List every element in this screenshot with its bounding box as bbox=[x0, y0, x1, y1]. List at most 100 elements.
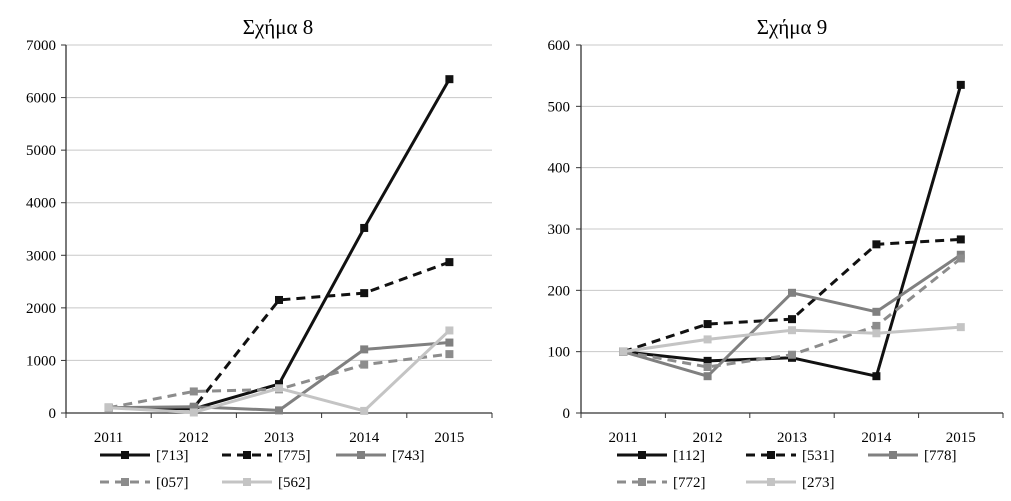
y-tick-label: 0 bbox=[49, 406, 57, 422]
series-line bbox=[108, 260, 450, 410]
legend-item: [743] bbox=[336, 448, 425, 464]
x-tick-label: 2015 bbox=[434, 430, 464, 446]
legend-item: [057] bbox=[100, 475, 189, 491]
data-point bbox=[788, 288, 796, 297]
data-point bbox=[956, 254, 965, 263]
legend-label: [531] bbox=[802, 448, 835, 464]
y-tick-label: 600 bbox=[548, 38, 571, 54]
data-point bbox=[104, 403, 113, 412]
legend-label: [562] bbox=[278, 475, 311, 491]
legend-item: [775] bbox=[222, 448, 311, 464]
y-tick-label: 100 bbox=[548, 345, 571, 361]
data-point bbox=[360, 289, 369, 298]
series-line bbox=[108, 78, 451, 411]
data-point bbox=[619, 347, 628, 356]
legend-label: [713] bbox=[156, 448, 189, 464]
y-tick-label: 2000 bbox=[26, 301, 56, 317]
x-tick-label: 2012 bbox=[693, 430, 723, 446]
legend-item: [713] bbox=[100, 448, 189, 464]
x-tick-label: 2013 bbox=[777, 430, 807, 446]
legend-item: [778] bbox=[868, 448, 957, 464]
data-point bbox=[275, 406, 283, 415]
data-point bbox=[189, 402, 198, 411]
data-point bbox=[703, 335, 712, 344]
data-point bbox=[275, 384, 283, 393]
y-tick-label: 300 bbox=[548, 222, 571, 238]
legend-marker bbox=[121, 451, 129, 459]
chart-title: Σχήμα 9 bbox=[757, 15, 828, 39]
data-point bbox=[956, 235, 965, 244]
x-tick-label: 2014 bbox=[861, 430, 892, 446]
chart-title: Σχήμα 8 bbox=[243, 15, 314, 39]
data-point bbox=[189, 387, 198, 396]
y-tick-label: 4000 bbox=[26, 196, 56, 212]
y-tick-label: 5000 bbox=[26, 143, 56, 159]
legend-marker bbox=[767, 478, 775, 486]
legend-marker bbox=[243, 451, 251, 459]
legend-label: [057] bbox=[156, 475, 189, 491]
x-tick-label: 2012 bbox=[179, 430, 209, 446]
legend-marker bbox=[767, 451, 775, 459]
data-point bbox=[445, 350, 454, 359]
x-tick-label: 2011 bbox=[608, 430, 637, 446]
data-point bbox=[703, 356, 712, 365]
legend-marker bbox=[889, 451, 897, 459]
y-tick-label: 0 bbox=[563, 406, 571, 422]
y-tick-label: 6000 bbox=[26, 91, 56, 107]
legend-item: [273] bbox=[746, 475, 835, 491]
data-point bbox=[872, 321, 881, 330]
y-tick-label: 7000 bbox=[26, 38, 56, 54]
legend-marker bbox=[638, 478, 646, 486]
data-point bbox=[275, 295, 283, 304]
y-tick-label: 200 bbox=[548, 283, 571, 299]
data-point bbox=[445, 258, 454, 267]
legend-item: [772] bbox=[617, 475, 706, 491]
data-point bbox=[445, 326, 454, 335]
data-point bbox=[445, 338, 454, 347]
y-tick-label: 1000 bbox=[26, 353, 56, 369]
y-tick-label: 500 bbox=[548, 99, 571, 115]
legend-marker bbox=[243, 478, 251, 486]
legend-item: [112] bbox=[617, 448, 705, 464]
legend-label: [112] bbox=[673, 448, 705, 464]
data-point bbox=[703, 363, 712, 371]
x-tick-label: 2014 bbox=[349, 430, 380, 446]
x-tick-label: 2015 bbox=[946, 430, 976, 446]
data-point bbox=[788, 350, 796, 359]
chart-1: 0 100 200 300 400 500 600 2011 2012 2013 2014 2015 Σ… bbox=[548, 15, 1004, 491]
data-point bbox=[956, 80, 965, 89]
data-point bbox=[872, 329, 881, 338]
legend-label: [273] bbox=[802, 475, 835, 491]
data-point bbox=[360, 406, 369, 415]
legend-label: [772] bbox=[673, 475, 706, 491]
y-tick-label: 3000 bbox=[26, 248, 56, 264]
legend-item: [562] bbox=[222, 475, 311, 491]
data-point bbox=[189, 408, 198, 417]
data-point bbox=[872, 372, 881, 381]
y-tick-label: 400 bbox=[548, 161, 571, 177]
legend-label: [778] bbox=[924, 448, 957, 464]
legend-marker bbox=[121, 478, 129, 486]
legend-label: [775] bbox=[278, 448, 311, 464]
x-tick-label: 2011 bbox=[94, 430, 123, 446]
x-tick-label: 2013 bbox=[264, 430, 294, 446]
legend-marker bbox=[638, 451, 646, 459]
data-point bbox=[445, 75, 454, 84]
series-line bbox=[108, 341, 450, 412]
data-point bbox=[703, 372, 712, 381]
data-point bbox=[360, 345, 369, 354]
data-point bbox=[872, 307, 881, 316]
data-point bbox=[788, 326, 796, 335]
legend-label: [743] bbox=[392, 448, 425, 464]
legend-marker bbox=[357, 451, 365, 459]
series-line bbox=[622, 257, 962, 369]
data-point bbox=[956, 323, 965, 332]
data-point bbox=[872, 240, 881, 249]
series-line bbox=[108, 329, 451, 414]
data-point bbox=[360, 360, 369, 369]
data-point bbox=[360, 223, 369, 232]
data-point bbox=[788, 315, 796, 324]
data-point bbox=[703, 320, 712, 329]
legend-item: [531] bbox=[746, 448, 835, 464]
